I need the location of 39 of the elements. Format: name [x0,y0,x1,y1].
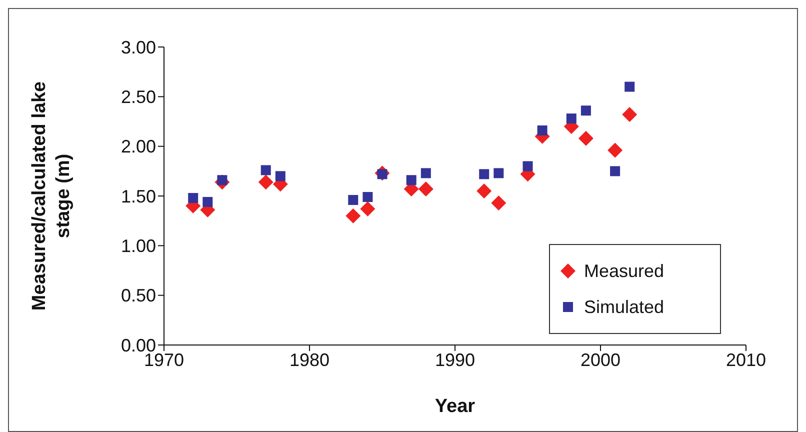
point [275,171,286,182]
point [624,82,635,92]
point [491,195,506,210]
point [622,107,638,122]
x-tick-label: 2010 [726,350,766,370]
point [360,201,376,216]
point [346,208,361,224]
point [479,169,490,180]
point [406,175,416,186]
point [494,168,504,178]
point [348,194,358,205]
point [420,168,431,178]
x-tick-label: 1990 [434,350,476,370]
y-tick-label: 1.00 [120,236,156,256]
point [608,142,623,158]
y-tick-label: 1.50 [120,186,156,206]
point [258,174,274,190]
point [566,114,576,124]
y-tick-label: 2.50 [120,87,156,108]
legend-label: Simulated [584,296,664,319]
legend-label: Measured [584,260,664,283]
point [260,165,271,176]
y-tick-label: 0.50 [120,286,156,306]
point [202,196,213,207]
y-tick-label: 2.00 [120,136,156,157]
y-axis-title: Measured/calculated lake stage (m) [29,81,74,311]
x-axis-title: Year [434,396,476,417]
point [578,130,594,146]
point [188,192,198,203]
x-tick-label: 2000 [580,350,621,370]
point [476,184,492,199]
y-tick-label: 3.00 [120,37,156,58]
point [580,106,591,116]
point [610,166,620,176]
point [362,192,373,202]
point [418,182,434,197]
x-tick-label: 1980 [289,350,330,370]
point [522,161,533,172]
point [537,125,548,136]
